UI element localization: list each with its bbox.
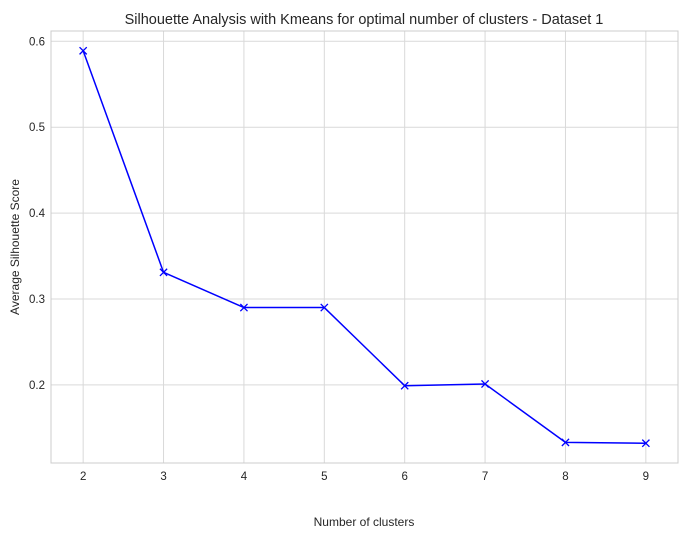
plot-frame xyxy=(50,30,679,464)
x-tick-label: 4 xyxy=(241,471,248,483)
data-point-marker xyxy=(400,381,409,390)
data-point-marker xyxy=(79,46,88,55)
data-point-marker xyxy=(561,438,570,447)
y-tick-label: 0.2 xyxy=(29,380,45,392)
x-tick-label: 7 xyxy=(482,471,488,483)
y-tick-label: 0.5 xyxy=(29,122,45,134)
x-tick-label: 8 xyxy=(562,471,568,483)
data-point-marker xyxy=(239,303,248,312)
y-axis-label: Average Silhouette Score xyxy=(8,179,22,315)
data-point-marker xyxy=(641,439,650,448)
x-tick-label: 5 xyxy=(321,471,327,483)
x-tick-label: 2 xyxy=(80,471,86,483)
x-tick-label: 6 xyxy=(401,471,407,483)
x-axis-ticks: 2 3 4 5 6 7 8 9 xyxy=(80,471,649,483)
grid-lines xyxy=(51,31,678,463)
y-tick-label: 0.6 xyxy=(29,36,45,48)
x-axis-label: Number of clusters xyxy=(314,515,415,529)
data-point-marker xyxy=(320,303,329,312)
y-axis-ticks: 0.2 0.3 0.4 0.5 0.6 xyxy=(29,36,46,392)
x-tick-label: 3 xyxy=(160,471,166,483)
series-layer xyxy=(79,46,650,448)
data-point-marker xyxy=(159,268,168,277)
data-point-marker xyxy=(481,379,490,389)
x-tick-label: 9 xyxy=(643,471,649,483)
series-line xyxy=(82,50,646,444)
y-tick-label: 0.4 xyxy=(29,208,46,220)
chart-title: Silhouette Analysis with Kmeans for opti… xyxy=(125,12,604,28)
y-tick-label: 0.3 xyxy=(29,294,45,306)
